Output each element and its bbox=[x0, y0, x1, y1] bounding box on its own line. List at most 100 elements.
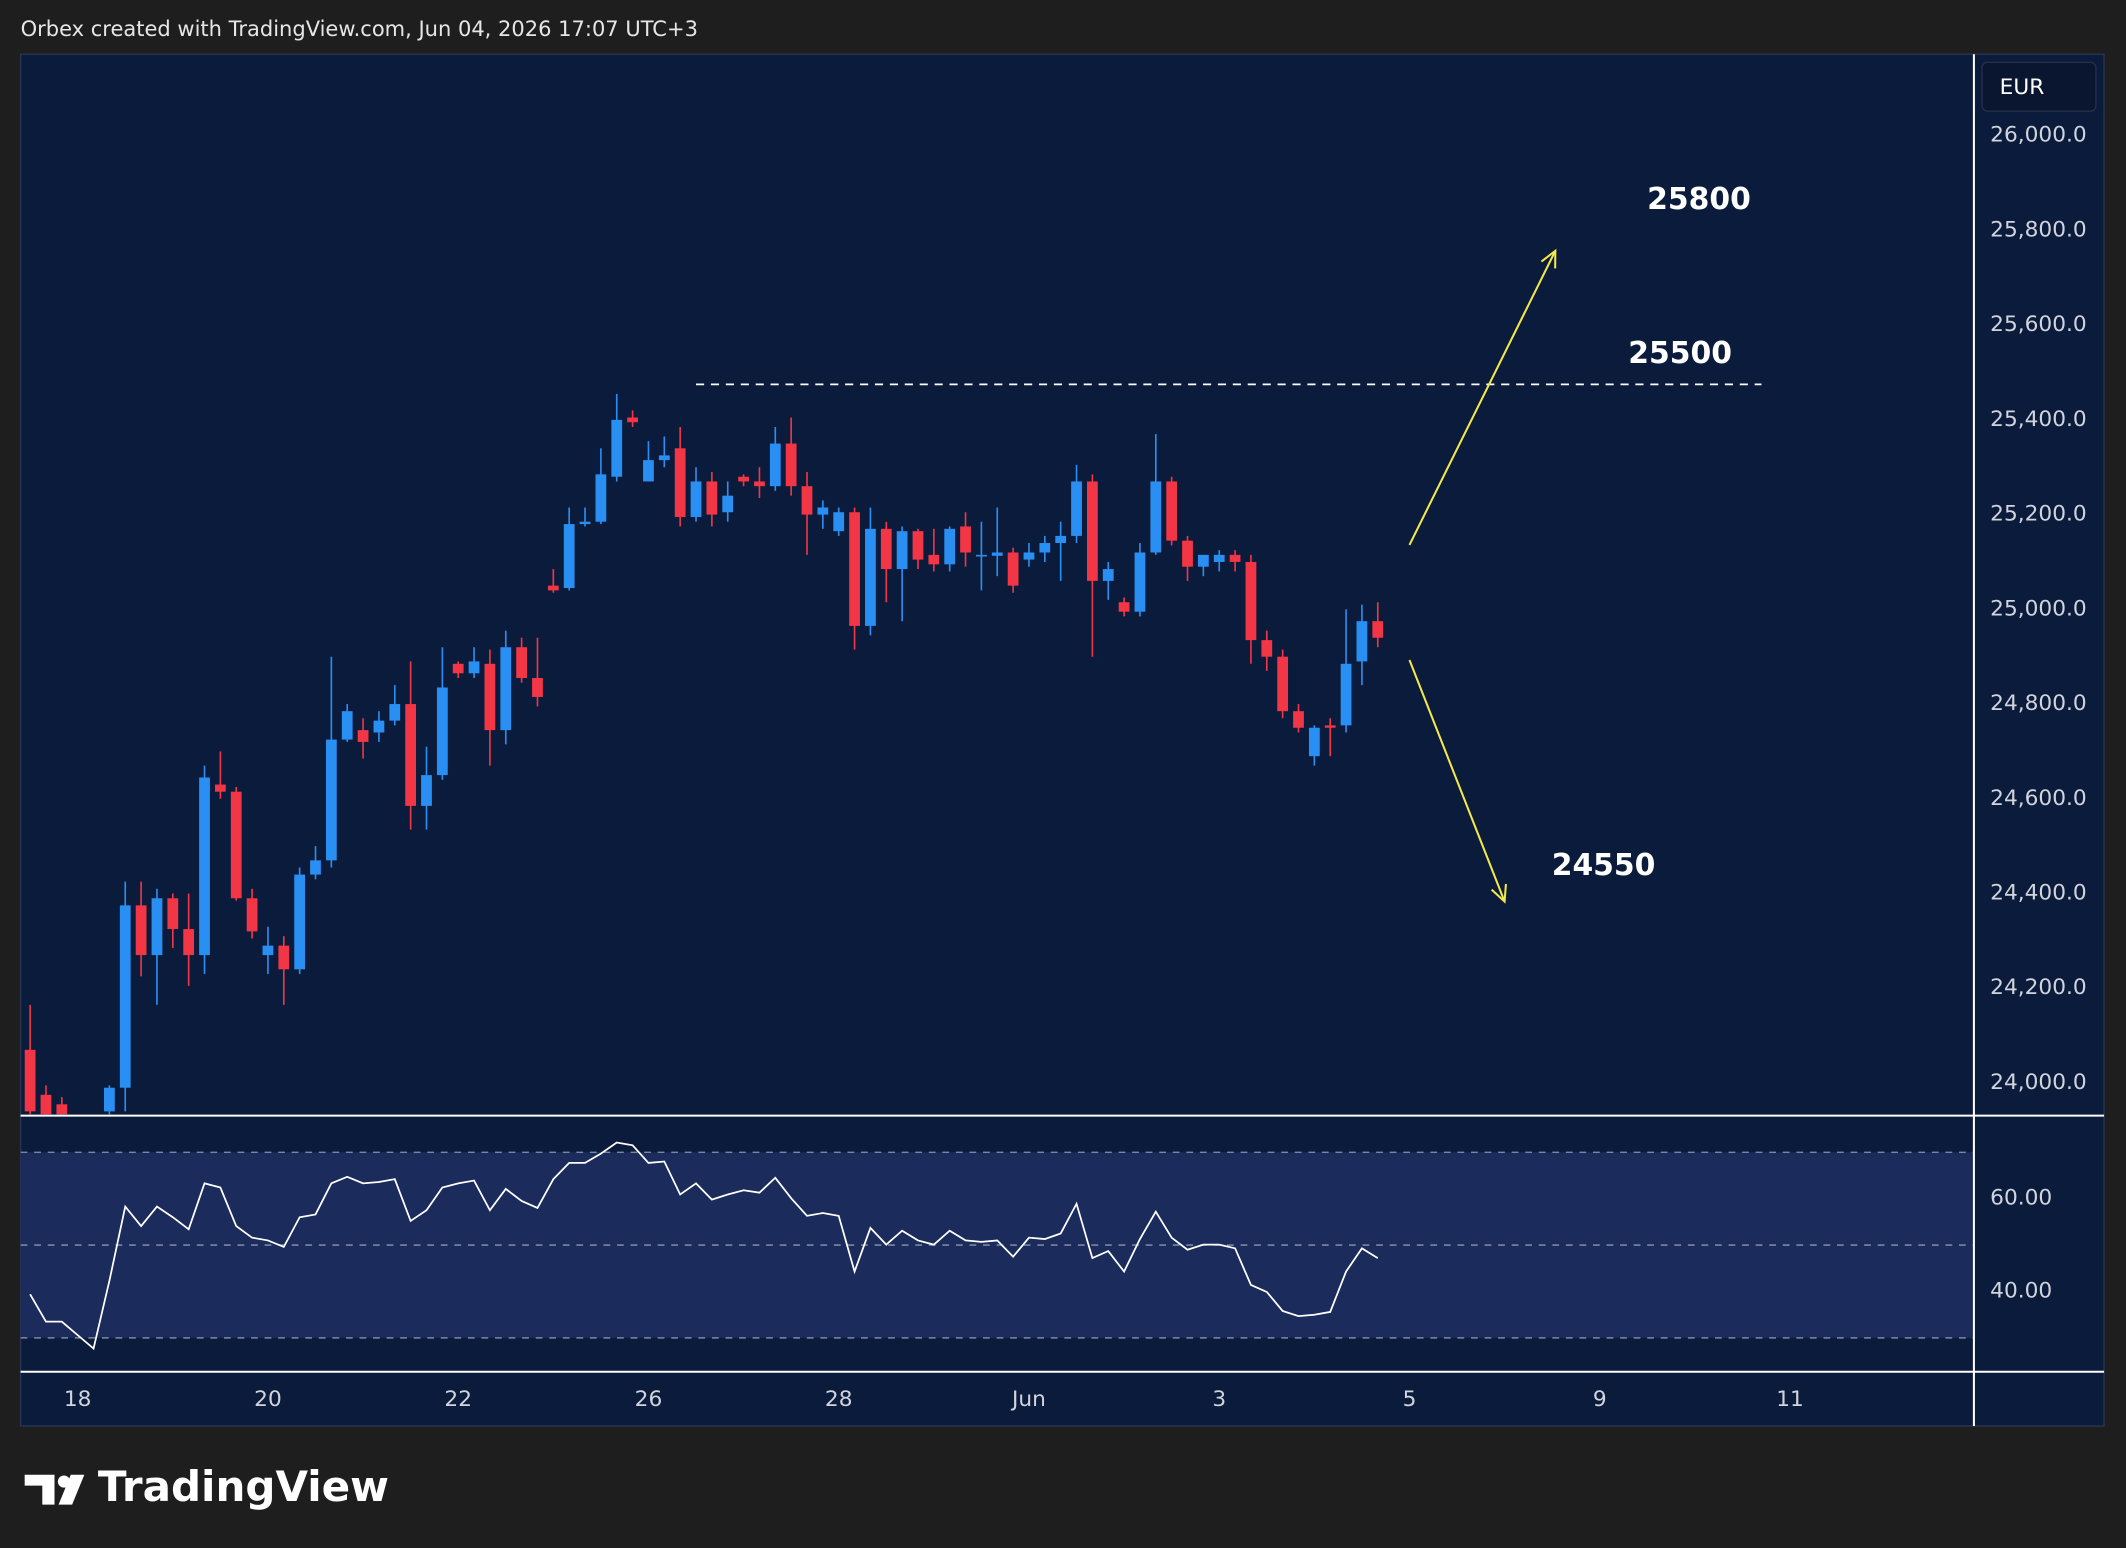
axes: 18 20 22 26 28 Jun 3 5 9 11 24,000.0 24,200.0 24,400… bbox=[64, 123, 2087, 1413]
candle-body bbox=[690, 481, 702, 517]
header-text: Orbex created with TradingView.com, Jun … bbox=[21, 16, 698, 41]
candle-body bbox=[214, 784, 226, 792]
y-tick-label: 25,800.0 bbox=[1990, 217, 2087, 242]
currency-label: EUR bbox=[2000, 75, 2045, 100]
candle-body bbox=[373, 720, 385, 733]
x-tick-label: Jun bbox=[1010, 1387, 1046, 1412]
candle-body bbox=[1055, 535, 1067, 544]
candle-body bbox=[310, 860, 321, 875]
candle-body bbox=[1166, 481, 1178, 541]
candle-body bbox=[389, 704, 401, 721]
candle-body bbox=[658, 455, 670, 461]
candle-body bbox=[357, 730, 369, 742]
candle-body bbox=[722, 495, 734, 513]
candle-body bbox=[991, 552, 1003, 556]
candle-body bbox=[817, 507, 829, 515]
candle-body bbox=[1372, 621, 1384, 638]
annotation-label: 25800 bbox=[1647, 182, 1751, 217]
x-tick-label: 3 bbox=[1212, 1387, 1226, 1412]
candle-body bbox=[643, 460, 654, 482]
annotation-label: 25500 bbox=[1628, 336, 1732, 371]
candle-body bbox=[167, 898, 179, 930]
arrow-line bbox=[1408, 250, 1557, 546]
y-tick-label: 24,800.0 bbox=[1990, 691, 2087, 716]
candle-body bbox=[1182, 540, 1193, 567]
candle-body bbox=[595, 474, 607, 522]
candle-body bbox=[833, 512, 845, 532]
candle-body bbox=[611, 419, 623, 477]
candle-body bbox=[1071, 481, 1082, 536]
logo-icon bbox=[24, 1474, 85, 1505]
candle-body bbox=[801, 486, 813, 515]
rsi-line bbox=[29, 1141, 1379, 1351]
candle-body bbox=[1150, 481, 1162, 553]
candle-body bbox=[1324, 725, 1336, 728]
x-tick-label: 26 bbox=[635, 1387, 663, 1412]
y-tick-label: 25,000.0 bbox=[1990, 596, 2087, 621]
candle-body bbox=[960, 526, 971, 553]
candle-body bbox=[405, 704, 417, 806]
candle-body bbox=[880, 528, 892, 570]
candle-body bbox=[1086, 481, 1098, 581]
x-tick-label: 5 bbox=[1403, 1387, 1417, 1412]
candle-body bbox=[754, 481, 765, 487]
y-tick-label: 24,400.0 bbox=[1990, 881, 2087, 906]
y-tick-label: 24,200.0 bbox=[1990, 975, 2087, 1000]
candle-body bbox=[341, 711, 353, 740]
rsi-panel bbox=[20, 1141, 1974, 1351]
candle-body bbox=[325, 739, 337, 861]
candle-body bbox=[516, 647, 528, 679]
candle-body bbox=[706, 481, 718, 515]
candle-body bbox=[104, 1087, 115, 1112]
candle-body bbox=[1340, 663, 1352, 726]
candle-body bbox=[738, 476, 749, 482]
candle-body bbox=[24, 1049, 36, 1112]
candle-body bbox=[627, 417, 638, 423]
y-tick-label: 24,600.0 bbox=[1990, 786, 2087, 811]
candle-body bbox=[1229, 554, 1241, 562]
x-tick-label: 18 bbox=[64, 1387, 92, 1412]
candle-body bbox=[56, 1104, 68, 1115]
currency-box[interactable] bbox=[1981, 61, 2097, 112]
candle-body bbox=[468, 661, 480, 674]
candle-body bbox=[119, 905, 131, 1088]
candle-body bbox=[1245, 561, 1257, 641]
y-tick-label: 40.00 bbox=[1990, 1278, 2052, 1303]
candle-body bbox=[1213, 554, 1225, 562]
logo-text: TradingView bbox=[98, 1462, 389, 1511]
candle-body bbox=[230, 791, 242, 899]
x-tick-label: 9 bbox=[1593, 1387, 1607, 1412]
x-tick-label: 28 bbox=[825, 1387, 853, 1412]
candle-body bbox=[183, 929, 195, 956]
y-tick-label: 25,200.0 bbox=[1990, 502, 2087, 527]
candle-body bbox=[135, 905, 147, 956]
y-tick-label: 26,000.0 bbox=[1990, 123, 2087, 148]
arrow-head bbox=[1490, 883, 1507, 904]
x-tick-label: 20 bbox=[254, 1387, 282, 1412]
x-tick-label: 11 bbox=[1776, 1387, 1804, 1412]
candle-body bbox=[896, 531, 908, 570]
candle-body bbox=[278, 945, 290, 970]
candle-body bbox=[246, 898, 258, 932]
candle-body bbox=[1356, 621, 1368, 662]
candle-body bbox=[912, 531, 924, 560]
candle-body bbox=[674, 448, 686, 517]
candle-body bbox=[199, 777, 210, 956]
logo-shape bbox=[24, 1474, 55, 1505]
x-tick-label: 22 bbox=[444, 1387, 472, 1412]
arrow-head bbox=[1540, 248, 1557, 269]
candle-body bbox=[421, 775, 432, 806]
candle-body bbox=[1134, 552, 1146, 612]
candle-body bbox=[563, 524, 575, 589]
annotation-label: 24550 bbox=[1552, 848, 1656, 883]
candle-body bbox=[1023, 552, 1035, 560]
candle-body bbox=[484, 663, 496, 731]
y-tick-label: 25,400.0 bbox=[1990, 407, 2087, 432]
candle-body bbox=[1261, 640, 1273, 657]
candle-body bbox=[1118, 602, 1130, 612]
candle-body bbox=[40, 1094, 52, 1115]
candle-body bbox=[1293, 711, 1304, 728]
candle-body bbox=[785, 443, 797, 487]
